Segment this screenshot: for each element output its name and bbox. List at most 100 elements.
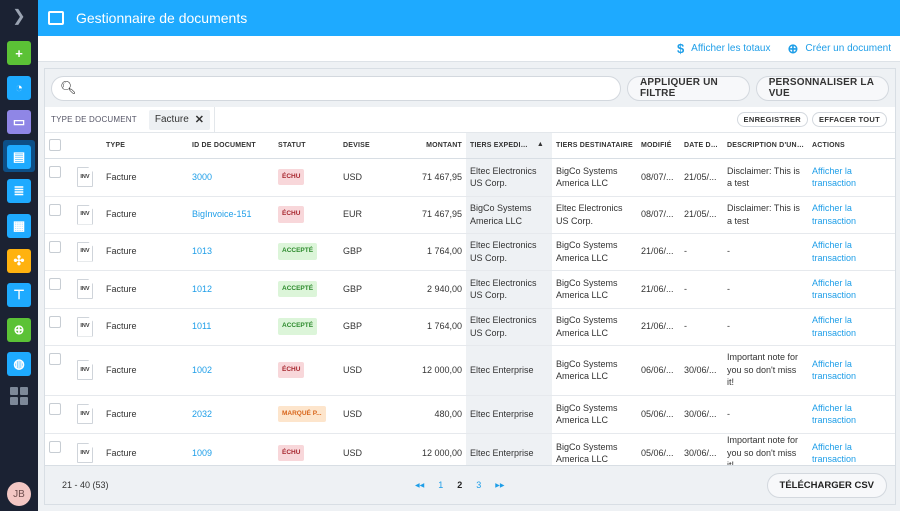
modified-date-cell: 21/06/... [637, 233, 680, 271]
column-header[interactable]: DATE D'ÉCHÉANCE [680, 133, 723, 159]
column-header[interactable]: DESCRIPTION D'UNE NOTE [723, 133, 808, 159]
dashboard-gauge-icon[interactable]: ◔ [7, 75, 31, 100]
clipboard-icon[interactable]: ≣ [7, 179, 31, 204]
row-checkbox[interactable] [49, 315, 61, 328]
icon-cell: INV [73, 233, 102, 271]
modified-date-cell: 08/07/... [637, 158, 680, 197]
status-badge: ACCEPTÉ [278, 280, 318, 298]
row-checkbox[interactable] [49, 402, 61, 415]
document-id-link[interactable]: 2032 [192, 408, 213, 419]
view-transaction-link-cell: Afficher la transaction [808, 308, 895, 346]
plus-circle-icon: ⊕ [787, 40, 799, 56]
column-header[interactable]: MODIFIÉ [637, 133, 680, 159]
show-totals-link[interactable]: $ Afficher les totaux [677, 41, 771, 56]
amount-cell: 71 467,95 [389, 158, 466, 197]
row-checkbox[interactable] [49, 165, 61, 178]
column-header[interactable]: DEVISE [339, 133, 389, 159]
status-badge: ACCEPTÉ [278, 243, 318, 260]
table-row[interactable]: INV Facture 2032 MARQUÉ P... USD 480,00 Eltec … [45, 395, 895, 434]
recipient-party: BigCo Systems America LLC [556, 315, 618, 338]
view-transaction-link[interactable]: Afficher la transaction [812, 240, 857, 263]
building-icon[interactable]: ▦ [7, 214, 31, 238]
table-scroll[interactable]: TYPE ID DE DOCUMENT STATUT DEVISE MONTANT TIE… [45, 133, 895, 466]
document-id-link[interactable]: 1013 [192, 246, 213, 257]
document-id-link[interactable]: 1009 [192, 447, 213, 458]
table-row[interactable]: INV Facture 1002 ÉCHU USD 12 000,00 Eltec Ente… [45, 345, 895, 396]
row-checkbox[interactable] [49, 352, 61, 365]
page-1-button[interactable]: 1 [438, 480, 444, 490]
icon-column-header [73, 133, 102, 159]
recipient-party-cell: BigCo Systems America LLC [552, 158, 637, 197]
last-page-icon[interactable]: ▶▶ [495, 482, 505, 489]
note-description-cell: - [723, 233, 808, 271]
page-2-button[interactable]: 2 [457, 480, 463, 490]
document-id-link[interactable]: 3000 [192, 171, 213, 182]
save-filter-button[interactable]: ENREGISTRER [736, 112, 809, 127]
page-3-button[interactable]: 3 [476, 480, 482, 490]
status-badge-cell: ACCEPTÉ [274, 270, 339, 309]
document-type: Facture [106, 447, 137, 458]
select-all-checkbox[interactable] [49, 139, 61, 152]
table-row[interactable]: INV Facture 1011 ACCEPTÉ GBP 1 764,00 Eltec El… [45, 308, 895, 346]
table-row[interactable]: INV Facture 1012 ACCEPTÉ GBP 2 940,00 Eltec El… [45, 270, 895, 309]
column-header-label: STATUT [278, 141, 306, 149]
column-header[interactable]: STATUT [274, 133, 339, 159]
icon-cell: INV [73, 158, 102, 197]
row-checkbox[interactable] [49, 440, 61, 453]
column-header-label: ID DE DOCUMENT [192, 141, 256, 149]
amount-cell: 480,00 [389, 395, 466, 434]
download-csv-button[interactable]: TÉLÉCHARGER CSV [766, 472, 887, 498]
customize-view-button[interactable]: PERSONNALISER LA VUE [755, 75, 889, 101]
view-transaction-link[interactable]: Afficher la transaction [812, 203, 857, 226]
document-id-link[interactable]: 1011 [192, 321, 212, 332]
chat-icon[interactable]: ▭ [7, 110, 31, 135]
column-header[interactable]: ID DE DOCUMENT [188, 133, 274, 159]
column-header[interactable]: TIERS EXPÉDITEUR ▲ [466, 133, 552, 159]
table-row[interactable]: INV Facture 1013 ACCEPTÉ GBP 1 764,00 Eltec El… [45, 233, 895, 271]
search-toolbar: 🔍︎ APPLIQUER UN FILTRE PERSONNALISER LA … [45, 69, 895, 107]
view-transaction-link[interactable]: Afficher la transaction [812, 441, 857, 465]
table-row[interactable]: INV Facture 3000 ÉCHU USD 71 467,95 Eltec Elec… [45, 158, 895, 197]
column-header[interactable]: TYPE [102, 133, 188, 159]
recipient-party: BigCo Systems America LLC [556, 165, 618, 189]
view-transaction-link[interactable]: Afficher la transaction [812, 277, 857, 301]
sender-party: Eltec Enterprise [470, 364, 534, 375]
document-add-icon[interactable]: ⊕ [7, 317, 31, 342]
document-id-link[interactable]: 1002 [192, 364, 213, 375]
view-transaction-link[interactable]: Afficher la transaction [812, 358, 857, 382]
apps-grid-icon[interactable] [10, 387, 28, 405]
view-transaction-link[interactable]: Afficher la transaction [812, 165, 857, 189]
globe-settings-icon[interactable]: ◍ [7, 352, 31, 377]
expand-chevron-icon[interactable]: ❯ [12, 8, 26, 25]
hierarchy-icon[interactable]: ⊤ [7, 283, 31, 308]
row-checkbox[interactable] [49, 277, 61, 290]
column-header-label: DEVISE [343, 141, 370, 149]
apply-filter-button[interactable]: APPLIQUER UN FILTRE [627, 75, 750, 101]
avatar[interactable]: JB [7, 482, 31, 506]
sort-ascending-icon[interactable]: ▲ [536, 141, 544, 148]
column-header[interactable]: TIERS DESTINATAIRE [552, 133, 637, 159]
document-archive-icon[interactable]: ▤ [7, 144, 31, 169]
view-transaction-link-cell: Afficher la transaction [808, 433, 895, 466]
recipient-party-cell: BigCo Systems America LLC [552, 345, 637, 396]
close-icon[interactable]: ✕ [194, 114, 204, 126]
view-transaction-link[interactable]: Afficher la transaction [812, 402, 857, 426]
first-page-icon[interactable]: ◀◀ [415, 482, 425, 489]
table-row[interactable]: INV Facture BigInvoice-151 ÉCHU EUR 71 467,95… [45, 196, 895, 234]
icon-cell: INV [73, 308, 102, 346]
row-checkbox[interactable] [49, 240, 61, 253]
view-transaction-link[interactable]: Afficher la transaction [812, 315, 857, 338]
column-header[interactable]: ACTIONS [808, 133, 895, 159]
document-id-link[interactable]: 1012 [192, 283, 213, 294]
puzzle-icon[interactable]: ✣ [7, 248, 31, 273]
column-header[interactable]: MONTANT [389, 133, 466, 159]
row-checkbox[interactable] [49, 203, 61, 216]
due-date-cell: 30/06/... [680, 433, 723, 466]
clear-all-button[interactable]: EFFACER TOUT [812, 112, 887, 127]
document-id-link[interactable]: BigInvoice-151 [192, 209, 252, 220]
create-document-link[interactable]: ⊕ Créer un document [787, 41, 891, 57]
table-row[interactable]: INV Facture 1009 ÉCHU USD 12 000,00 Eltec Ente… [45, 433, 895, 466]
plus-circle-icon[interactable]: + [7, 41, 31, 65]
filter-chip[interactable]: Facture ✕ [148, 109, 210, 130]
search-input[interactable]: 🔍︎ [51, 75, 621, 101]
